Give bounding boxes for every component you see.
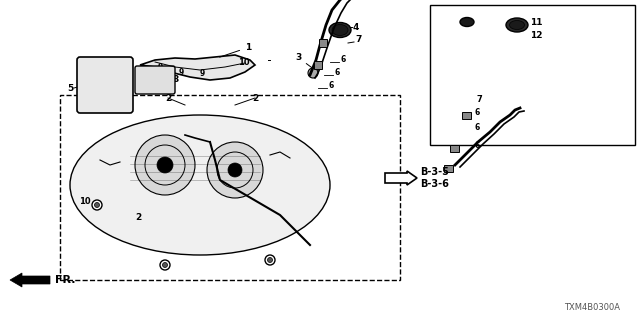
Circle shape [93, 73, 117, 97]
Circle shape [135, 135, 195, 195]
Circle shape [268, 258, 273, 262]
Text: 9: 9 [179, 68, 184, 77]
Text: 11: 11 [530, 18, 543, 27]
FancyBboxPatch shape [430, 5, 635, 145]
Text: 6: 6 [328, 81, 333, 90]
Text: B-3-6: B-3-6 [420, 179, 449, 189]
Ellipse shape [509, 20, 525, 29]
Text: 9: 9 [200, 69, 205, 78]
Text: 10: 10 [79, 197, 91, 206]
Circle shape [160, 260, 170, 270]
Bar [314, 61, 322, 69]
Text: 6: 6 [474, 141, 479, 150]
Circle shape [228, 163, 242, 177]
Circle shape [163, 262, 168, 268]
Text: 6: 6 [474, 108, 479, 117]
Text: B-3-5: B-3-5 [420, 167, 449, 177]
Polygon shape [140, 55, 255, 80]
Text: 2: 2 [165, 93, 171, 102]
FancyBboxPatch shape [77, 57, 133, 113]
Text: 1: 1 [220, 43, 252, 57]
Circle shape [157, 157, 173, 173]
Text: 6: 6 [340, 55, 345, 64]
Ellipse shape [506, 18, 528, 32]
Circle shape [99, 79, 111, 91]
FancyBboxPatch shape [135, 66, 175, 94]
FancyArrow shape [385, 171, 417, 185]
Text: 12: 12 [530, 31, 543, 40]
Text: 7: 7 [355, 35, 362, 44]
Text: 2: 2 [252, 93, 258, 102]
Ellipse shape [460, 18, 474, 27]
Circle shape [95, 203, 99, 207]
Text: 8: 8 [172, 75, 179, 84]
Ellipse shape [332, 25, 348, 36]
Bar [319, 39, 327, 47]
Bar [444, 165, 453, 172]
Text: 2: 2 [135, 213, 141, 222]
Text: 10: 10 [238, 58, 250, 67]
Circle shape [265, 255, 275, 265]
Text: 3: 3 [295, 53, 313, 68]
Text: 7: 7 [476, 95, 482, 104]
Circle shape [207, 142, 263, 198]
FancyArrow shape [10, 273, 50, 287]
Text: TXM4B0300A: TXM4B0300A [564, 303, 620, 312]
Text: 6: 6 [474, 123, 479, 132]
Text: FR.: FR. [55, 275, 76, 285]
Text: 6: 6 [334, 68, 339, 77]
Circle shape [92, 200, 102, 210]
Bar [462, 112, 471, 119]
Ellipse shape [70, 115, 330, 255]
Circle shape [308, 68, 318, 78]
Bar [450, 145, 459, 152]
Text: 5: 5 [67, 84, 73, 92]
Ellipse shape [329, 22, 351, 37]
Text: 9: 9 [157, 63, 163, 72]
Circle shape [150, 75, 160, 85]
Text: 4: 4 [353, 22, 360, 31]
